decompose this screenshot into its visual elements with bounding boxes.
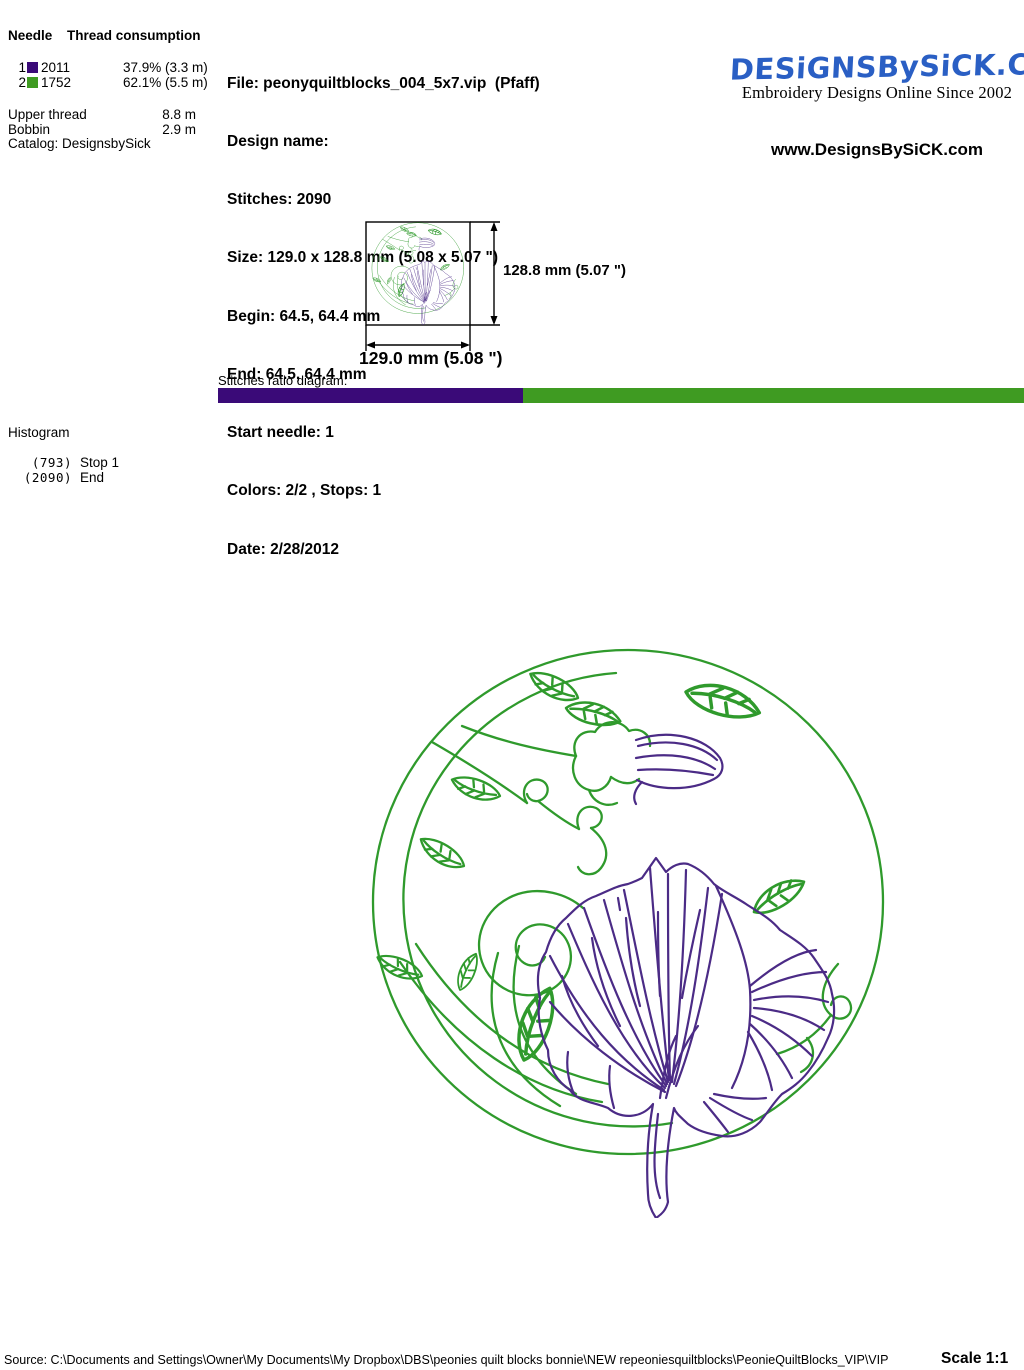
ratio-segment-purple	[218, 388, 524, 403]
end-line: End: 64.5, 64.4 mm	[227, 365, 367, 383]
height-dimension-label: 128.8 mm (5.07 ")	[503, 262, 627, 279]
needle-column-header: Needle	[8, 28, 53, 43]
file-name-line: File: peonyquiltblocks_004_5x7.vip (Pfaf…	[227, 74, 540, 92]
bobbin-label: Bobbin	[8, 121, 51, 137]
stitch-count: 1752	[41, 75, 72, 90]
source-path: Source: C:\Documents and Settings\Owner\…	[4, 1353, 889, 1367]
consumption-column-header: Thread consumption	[67, 28, 201, 43]
branding-block: DESiGNSBySiCK.COM Embroidery Designs Onl…	[728, 46, 1024, 160]
upper-thread-label: Upper thread	[8, 107, 87, 122]
thumbnail-dimension-drawing	[365, 221, 500, 351]
design-bounds-box	[365, 221, 471, 326]
histogram-label: Stop 1	[80, 455, 120, 470]
colors-stops-line: Colors: 2/2 , Stops: 1	[227, 482, 382, 500]
stitches-line: Stitches: 2090	[227, 191, 332, 209]
histogram-list: (793) Stop 1 (2090) End	[0, 455, 119, 485]
histogram-title: Histogram	[8, 425, 70, 440]
upper-thread-value: 8.8 m	[162, 107, 196, 122]
site-url: www.DesignsBySiCK.com	[771, 140, 983, 159]
table-row: 1 2011 37.9% (3.3 m)	[8, 60, 218, 75]
logo-tagline: Embroidery Designs Online Since 2002	[741, 83, 1013, 102]
design-preview	[370, 646, 888, 1218]
upper-thread-row: Upper thread 8.8 m	[8, 107, 196, 122]
table-row: 2 1752 62.1% (5.5 m)	[8, 75, 218, 90]
histogram-label: End	[80, 470, 105, 485]
date-line: Date: 2/28/2012	[227, 540, 340, 558]
ratio-segment-green	[523, 388, 1024, 403]
histogram-entry: (2090) End	[0, 470, 119, 485]
histogram-entry: (793) Stop 1	[0, 455, 119, 470]
thread-table-header: Needle Thread consumption	[8, 28, 218, 43]
scale-label: Scale 1:1	[941, 1350, 1009, 1367]
begin-line: Begin: 64.5, 64.4 mm	[227, 307, 381, 325]
thread-consumption-table: Needle Thread consumption 1 2011 37.9% (…	[8, 28, 218, 151]
catalog-row: Catalog: DesignsbySick	[8, 136, 196, 151]
design-name-line: Design name:	[227, 133, 329, 151]
designsbysick-logo: DESiGNSBySiCK.COM	[728, 46, 1024, 87]
stitches-ratio-bar	[218, 388, 1024, 403]
histogram-count: (2090)	[23, 470, 72, 485]
thread-color-swatch	[27, 77, 38, 88]
stitch-count: 2011	[41, 60, 71, 75]
design-thumbnail	[366, 222, 470, 325]
bobbin-value: 2.9 m	[162, 121, 196, 137]
width-dimension-label: 129.0 mm (5.08 ")	[359, 348, 503, 368]
ratio-diagram-label: Stitches ratio diagram:	[218, 373, 348, 388]
needle-number: 1	[18, 60, 26, 75]
file-info-block: File: peonyquiltblocks_004_5x7.vip (Pfaf…	[227, 35, 540, 578]
start-needle-line: Start needle: 1	[227, 424, 334, 442]
thread-color-swatch	[27, 62, 38, 73]
bobbin-row: Bobbin 2.9 m	[8, 122, 196, 137]
catalog-label: Catalog: DesignsbySick	[8, 136, 151, 151]
histogram-count: (793)	[31, 455, 72, 470]
consumption-value: 62.1% (5.5 m)	[123, 75, 208, 90]
needle-number: 2	[18, 75, 26, 90]
consumption-value: 37.9% (3.3 m)	[123, 60, 208, 75]
